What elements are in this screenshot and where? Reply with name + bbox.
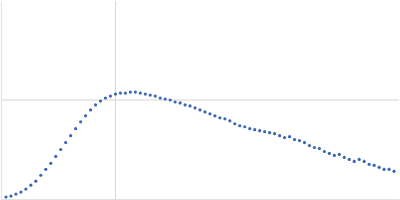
point xyxy=(14,192,17,195)
point xyxy=(278,134,281,137)
point xyxy=(392,170,395,173)
marks xyxy=(4,90,395,198)
point xyxy=(382,168,385,171)
point xyxy=(49,162,52,165)
point xyxy=(129,90,132,93)
point xyxy=(223,117,226,120)
point xyxy=(174,100,177,103)
point xyxy=(198,108,201,111)
grid xyxy=(1,1,399,199)
point xyxy=(169,98,172,101)
point xyxy=(283,136,286,139)
point xyxy=(54,155,57,158)
point xyxy=(29,184,32,187)
point xyxy=(89,108,92,111)
point xyxy=(64,141,67,144)
grid-line xyxy=(1,100,399,101)
point xyxy=(74,127,77,130)
point xyxy=(303,141,306,144)
point xyxy=(164,97,167,100)
point xyxy=(378,166,381,169)
point xyxy=(179,101,182,104)
point xyxy=(139,91,142,94)
point xyxy=(368,163,371,166)
point xyxy=(343,156,346,159)
point xyxy=(159,96,162,99)
point xyxy=(328,152,331,155)
point xyxy=(273,132,276,135)
point xyxy=(387,168,390,171)
point xyxy=(323,150,326,153)
point xyxy=(218,116,221,119)
point xyxy=(9,194,12,197)
axis-line xyxy=(2,199,400,200)
point xyxy=(228,119,231,122)
point xyxy=(298,139,301,142)
point xyxy=(213,114,216,117)
point xyxy=(338,153,341,156)
x-axis xyxy=(2,199,400,200)
point xyxy=(19,190,22,193)
point xyxy=(203,110,206,113)
point xyxy=(119,91,122,94)
point xyxy=(99,99,102,102)
point xyxy=(318,147,321,150)
point xyxy=(59,148,62,151)
point xyxy=(188,104,191,107)
point xyxy=(24,188,27,191)
point xyxy=(84,114,87,117)
point xyxy=(308,144,311,147)
axis-line xyxy=(1,2,2,200)
point xyxy=(208,112,211,115)
point xyxy=(243,125,246,128)
y-axis xyxy=(1,2,3,200)
point xyxy=(144,92,147,95)
point xyxy=(363,160,366,163)
point xyxy=(358,158,361,161)
point xyxy=(114,92,117,95)
point xyxy=(248,127,251,130)
point xyxy=(258,129,261,132)
point xyxy=(238,124,241,127)
point xyxy=(149,93,152,96)
point xyxy=(44,168,47,171)
point xyxy=(154,94,157,97)
point xyxy=(109,94,112,97)
point xyxy=(193,106,196,109)
chart xyxy=(0,0,400,200)
point xyxy=(263,130,266,133)
point xyxy=(348,158,351,161)
point xyxy=(34,180,37,183)
point xyxy=(233,122,236,125)
point xyxy=(373,164,376,167)
plot xyxy=(1,1,400,200)
point xyxy=(288,135,291,138)
point xyxy=(69,134,72,137)
point xyxy=(333,154,336,157)
point xyxy=(293,138,296,141)
point xyxy=(79,120,82,123)
point xyxy=(253,128,256,131)
point xyxy=(124,91,127,94)
point xyxy=(183,103,186,106)
point xyxy=(353,160,356,163)
point xyxy=(268,131,271,134)
point xyxy=(94,103,97,106)
point xyxy=(134,90,137,93)
point xyxy=(39,174,42,177)
point xyxy=(4,195,7,198)
point xyxy=(104,96,107,99)
point xyxy=(313,146,316,149)
